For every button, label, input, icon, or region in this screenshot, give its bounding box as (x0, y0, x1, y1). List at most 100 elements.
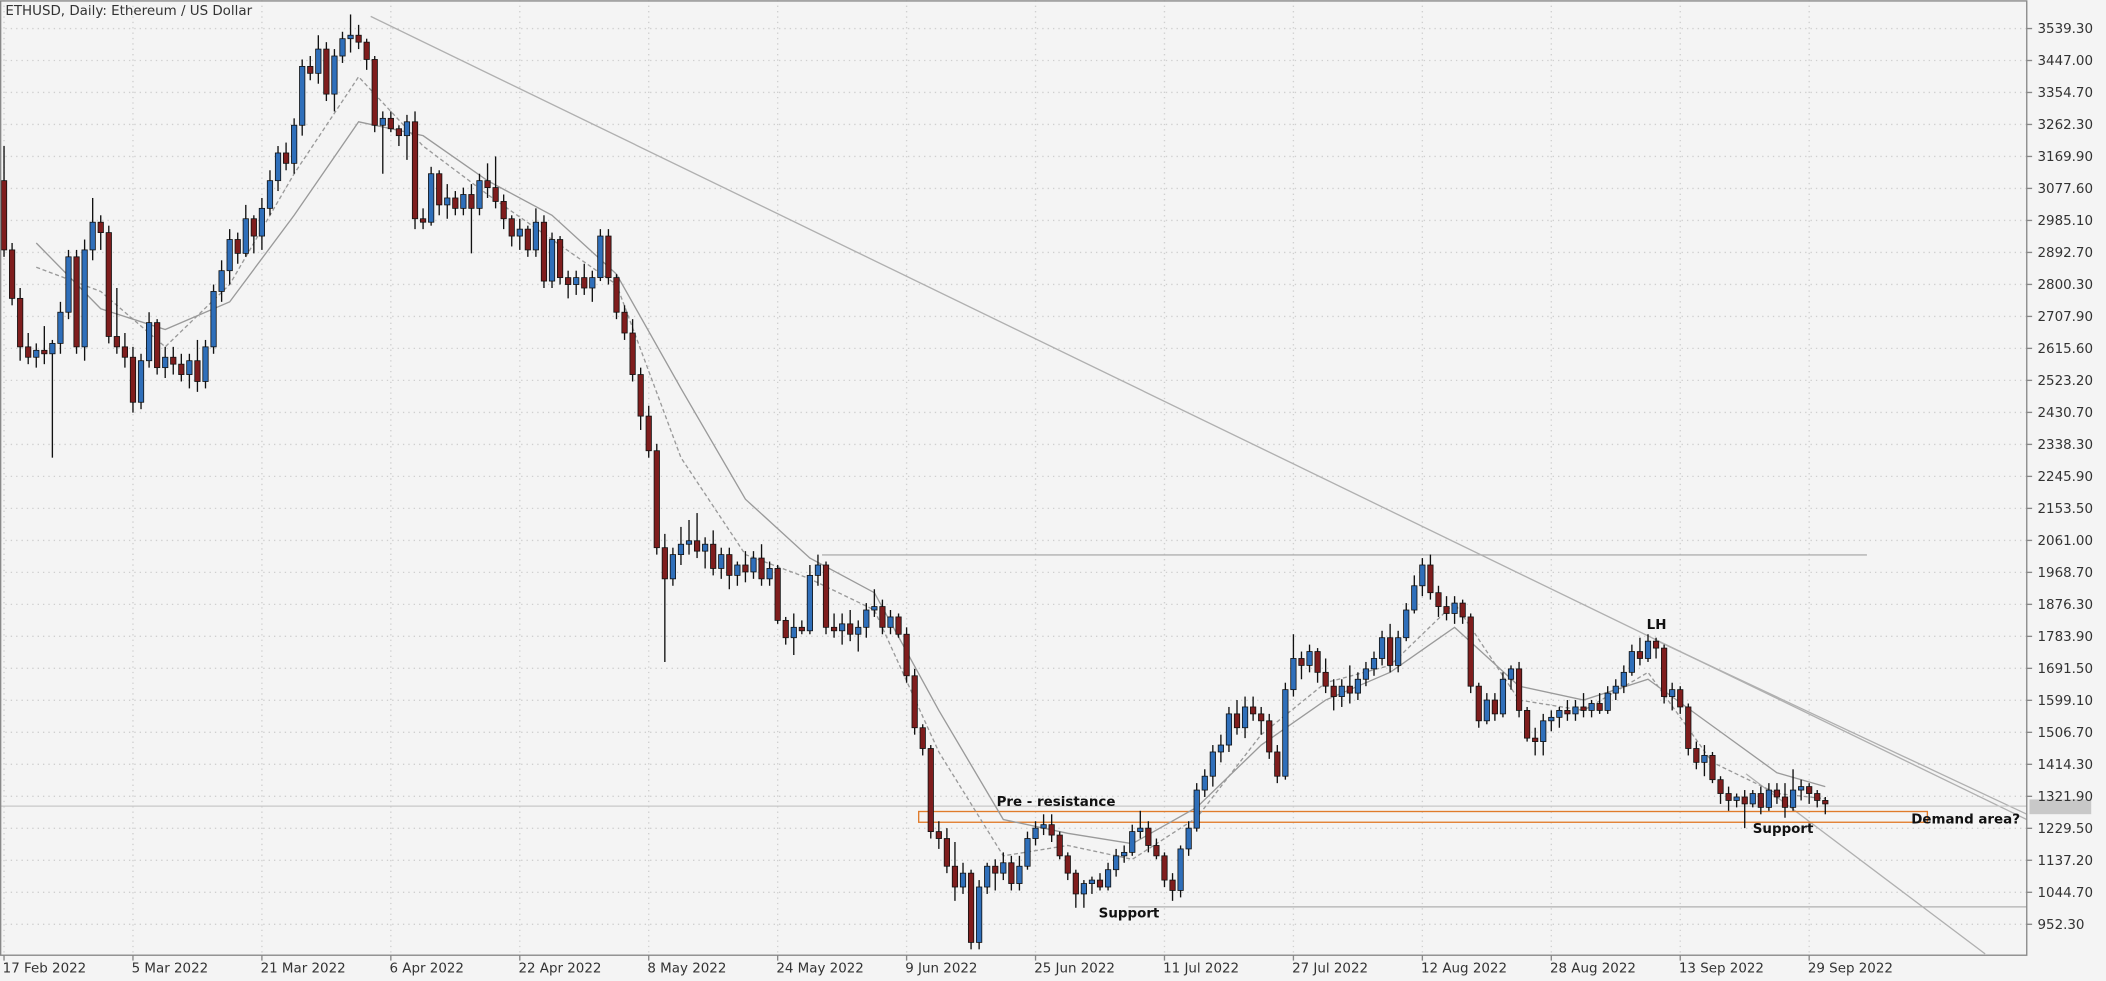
candle-body (1693, 748, 1700, 763)
candle-body (1072, 872, 1079, 895)
candle-body (766, 568, 773, 580)
annotation: Pre - resistance (997, 795, 1116, 810)
candle-body (444, 197, 451, 206)
candle-body (1113, 855, 1120, 871)
candle-body (822, 564, 830, 628)
candle-body (710, 543, 717, 569)
candle-body (621, 311, 628, 334)
candle-body (1564, 710, 1571, 715)
candle-body (1153, 845, 1160, 857)
candle-body (992, 865, 999, 874)
candle-body (1258, 713, 1265, 722)
candle-body (1274, 751, 1281, 777)
candle-body (669, 554, 676, 580)
x-tick-label: 29 Sep 2022 (1808, 962, 1893, 977)
candle-body (1354, 678, 1361, 694)
candle-body (742, 564, 749, 573)
candle-body (879, 606, 886, 628)
candle-body (33, 349, 40, 358)
candle-body (1121, 851, 1128, 857)
candle-body (629, 332, 636, 375)
candle-body (951, 865, 959, 888)
grid (0, 0, 2027, 956)
candle-body (1814, 793, 1821, 801)
candle-body (645, 415, 652, 452)
y-tick-label: 1137.20 (2038, 854, 2094, 869)
candle-body (895, 616, 902, 635)
candle-body (758, 557, 765, 580)
y-tick-label: 1783.90 (2038, 630, 2094, 645)
candle-body (839, 623, 846, 632)
candle-body (855, 626, 862, 635)
candle-body (1346, 685, 1353, 694)
candle-body (8, 249, 16, 299)
candle-body (73, 256, 80, 348)
candle-body (234, 239, 241, 254)
annotation: Support (1753, 822, 1814, 837)
candle-body (959, 872, 967, 888)
candle-body (387, 117, 394, 130)
candle-body (395, 128, 402, 137)
candle-body (1507, 668, 1515, 680)
trend-line (1659, 641, 2028, 815)
candle-body (242, 218, 249, 254)
candle-body (516, 228, 523, 237)
candle-body (1652, 640, 1660, 649)
candle-body (927, 748, 934, 833)
candle-body (1467, 616, 1474, 687)
y-tick-label: 2430.70 (2038, 406, 2094, 421)
candle-body (1596, 703, 1603, 711)
y-tick-label: 3447.00 (2038, 54, 2094, 69)
candle-body (1443, 606, 1450, 614)
candle-body (1741, 796, 1748, 805)
candle-body (548, 239, 556, 282)
candle-body (814, 564, 822, 576)
candle-body (1717, 779, 1724, 794)
candle-body (1491, 699, 1498, 715)
y-tick-label: 1414.30 (2038, 758, 2094, 773)
y-tick-label: 1044.70 (2038, 886, 2094, 901)
y-tick-label: 2892.70 (2038, 246, 2094, 261)
candle-body (1822, 800, 1829, 805)
candle-body (718, 554, 725, 569)
candle-body (661, 547, 668, 580)
candle-body (1008, 862, 1015, 884)
candle-body (210, 291, 217, 348)
candle-body (371, 59, 378, 126)
candle-body (419, 218, 427, 223)
x-tick-label: 21 Mar 2022 (261, 962, 346, 977)
candle-body (291, 124, 298, 164)
candle-body (1024, 838, 1031, 867)
candle-body (984, 865, 991, 888)
candle-body (935, 831, 942, 839)
candle-body (379, 117, 386, 126)
candle-body (97, 221, 104, 233)
candle-body (774, 568, 781, 621)
candle-body (1096, 879, 1104, 888)
x-tick-label: 9 Jun 2022 (905, 962, 977, 977)
candle-body (1765, 789, 1772, 808)
candle-body (605, 235, 612, 279)
candle-body (162, 356, 169, 369)
candle-body (589, 277, 596, 289)
candle-body (1580, 706, 1587, 711)
price-tag (2029, 799, 2092, 815)
candle-body (89, 221, 96, 251)
y-tick-label: 3169.90 (2038, 150, 2094, 165)
y-tick-label: 1876.30 (2038, 598, 2094, 613)
candle-body (1644, 640, 1652, 659)
candle-body (919, 727, 926, 749)
candle-body (1137, 827, 1144, 833)
candle-body (1451, 602, 1458, 614)
x-tick-label: 11 Jul 2022 (1163, 962, 1239, 977)
annotation: Support (1099, 907, 1160, 922)
candle-body (573, 277, 580, 285)
candle-body (178, 363, 185, 375)
zone-box (918, 810, 1929, 823)
candle-body (1056, 834, 1063, 857)
y-tick-label: 3262.30 (2038, 118, 2094, 133)
candle-body (1080, 883, 1087, 895)
candle-body (911, 675, 918, 729)
candle-body (976, 886, 983, 943)
candle-body (1749, 793, 1756, 805)
